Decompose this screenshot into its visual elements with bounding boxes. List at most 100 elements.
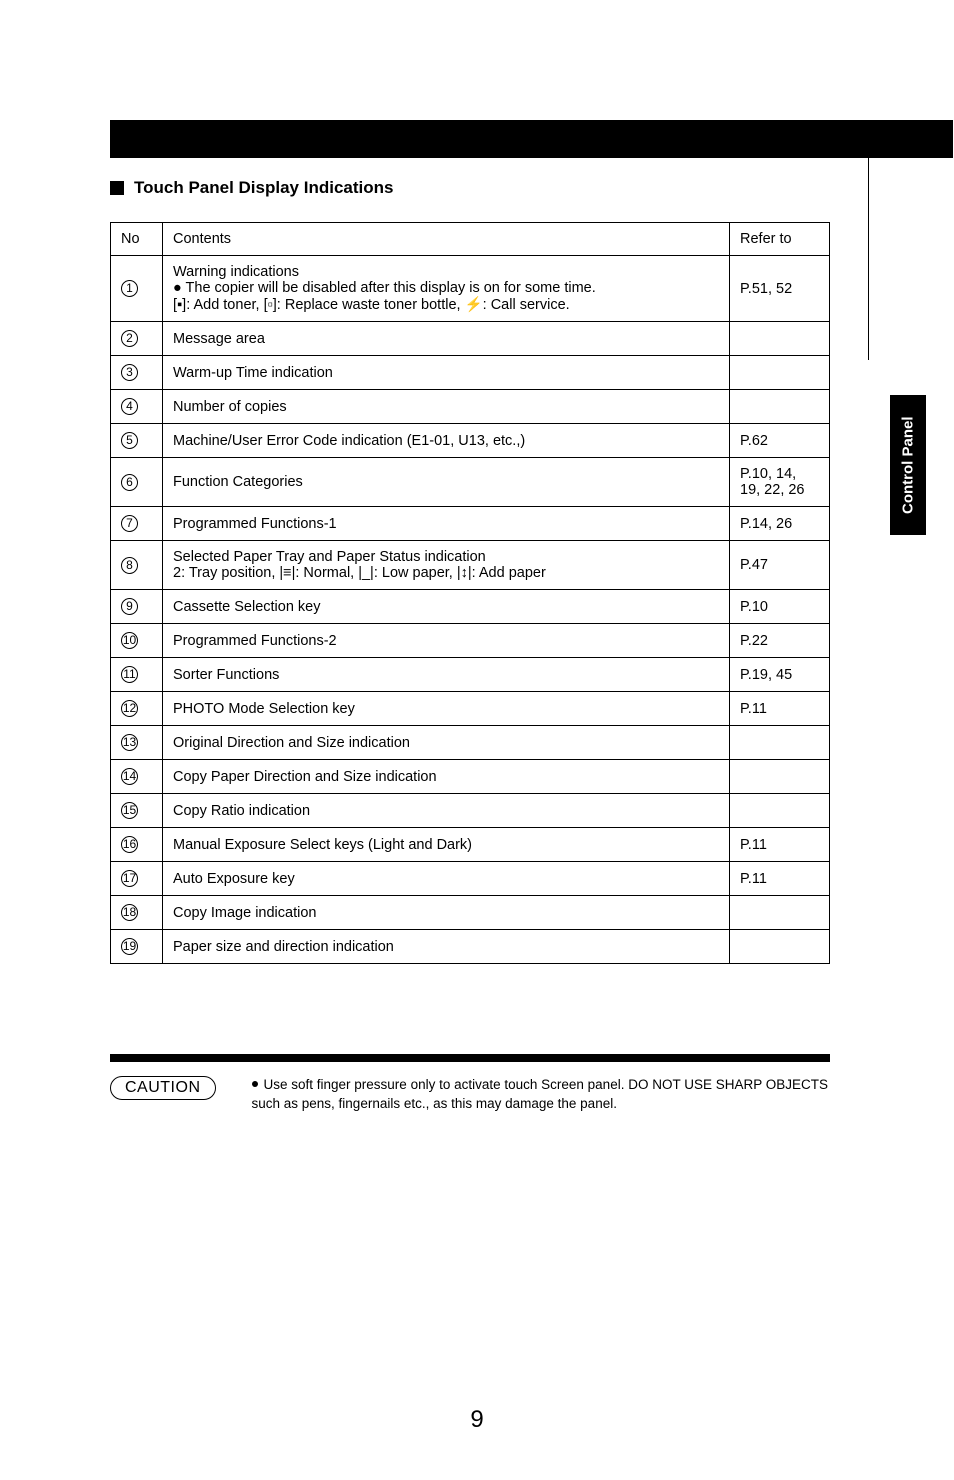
table-row: 14Copy Paper Direction and Size indicati…: [111, 760, 830, 794]
cell-contents: Warm-up Time indication: [163, 356, 730, 390]
table-row: 18 Copy Image indication: [111, 896, 830, 930]
cell-refer: [730, 390, 830, 424]
cell-no: 2: [111, 322, 163, 356]
page-content: Touch Panel Display Indications No Conte…: [0, 120, 954, 1114]
circled-number-icon: 12: [121, 700, 138, 717]
circled-number-icon: 3: [121, 364, 138, 381]
cell-contents: Warning indications ● The copier will be…: [163, 256, 730, 322]
cell-contents: Function Categories: [163, 458, 730, 507]
cell-no: 17: [111, 862, 163, 896]
circled-number-icon: 9: [121, 598, 138, 615]
header-refer: Refer to: [730, 223, 830, 256]
cell-contents: Copy Image indication: [163, 896, 730, 930]
table-row: 5Machine/User Error Code indication (E1-…: [111, 424, 830, 458]
cell-refer: P.47: [730, 541, 830, 590]
cell-contents: Sorter Functions: [163, 658, 730, 692]
circled-number-icon: 15: [121, 802, 138, 819]
table-row: 6 Function CategoriesP.10, 14, 19, 22, 26: [111, 458, 830, 507]
table-row: 4 Number of copies: [111, 390, 830, 424]
header-no: No: [111, 223, 163, 256]
heading-text: Touch Panel Display Indications: [134, 178, 393, 198]
cell-no: 14: [111, 760, 163, 794]
cell-contents: Auto Exposure key: [163, 862, 730, 896]
circled-number-icon: 19: [121, 938, 138, 955]
cell-no: 16: [111, 828, 163, 862]
cell-no: 8: [111, 541, 163, 590]
cell-refer: P.10, 14, 19, 22, 26: [730, 458, 830, 507]
table-row: 2 Message area: [111, 322, 830, 356]
cell-refer: [730, 356, 830, 390]
lower-divider-bar: [110, 1054, 830, 1062]
cell-refer: [730, 726, 830, 760]
table-row: 1 Warning indications ● The copier will b…: [111, 256, 830, 322]
table-header-row: No Contents Refer to: [111, 223, 830, 256]
table-row: 3 Warm-up Time indication: [111, 356, 830, 390]
cell-refer: [730, 760, 830, 794]
cell-no: 13: [111, 726, 163, 760]
circled-number-icon: 10: [121, 632, 138, 649]
cell-refer: P.62: [730, 424, 830, 458]
cell-contents: Message area: [163, 322, 730, 356]
cell-contents: Cassette Selection key: [163, 590, 730, 624]
circled-number-icon: 8: [121, 557, 138, 574]
caution-label: CAUTION: [110, 1076, 216, 1100]
table-row: 16 Manual Exposure Select keys (Light and…: [111, 828, 830, 862]
cell-refer: P.22: [730, 624, 830, 658]
table-row: 15Copy Ratio indication: [111, 794, 830, 828]
cell-contents: Original Direction and Size indication: [163, 726, 730, 760]
circled-number-icon: 13: [121, 734, 138, 751]
circled-number-icon: 16: [121, 836, 138, 853]
cell-contents: Selected Paper Tray and Paper Status ind…: [163, 541, 730, 590]
cell-refer: P.51, 52: [730, 256, 830, 322]
cell-no: 9: [111, 590, 163, 624]
table-row: 11 Sorter FunctionsP.19, 45: [111, 658, 830, 692]
heading-bullet-icon: [110, 181, 124, 195]
circled-number-icon: 1: [121, 280, 138, 297]
cell-contents: PHOTO Mode Selection key: [163, 692, 730, 726]
cell-refer: [730, 322, 830, 356]
circled-number-icon: 18: [121, 904, 138, 921]
cell-refer: [730, 794, 830, 828]
cell-no: 7: [111, 507, 163, 541]
circled-number-icon: 11: [121, 666, 138, 683]
table-row: 8 Selected Paper Tray and Paper Status in…: [111, 541, 830, 590]
circled-number-icon: 17: [121, 870, 138, 887]
circled-number-icon: 6: [121, 474, 138, 491]
cell-refer: P.10: [730, 590, 830, 624]
cell-no: 15: [111, 794, 163, 828]
cell-refer: P.11: [730, 828, 830, 862]
cell-refer: [730, 930, 830, 964]
caution-section: CAUTION Use soft finger pressure only to…: [110, 1076, 830, 1114]
cell-no: 12: [111, 692, 163, 726]
cell-no: 4: [111, 390, 163, 424]
header-contents: Contents: [163, 223, 730, 256]
cell-no: 6: [111, 458, 163, 507]
cell-contents: Programmed Functions-2: [163, 624, 730, 658]
table-row: 19 Paper size and direction indication: [111, 930, 830, 964]
cell-contents: Programmed Functions-1: [163, 507, 730, 541]
page-number: 9: [0, 1406, 954, 1434]
cell-contents: Paper size and direction indication: [163, 930, 730, 964]
bullet-icon: [252, 1081, 258, 1087]
cell-no: 5: [111, 424, 163, 458]
top-divider-bar: [110, 120, 953, 158]
cell-contents: Machine/User Error Code indication (E1-0…: [163, 424, 730, 458]
circled-number-icon: 14: [121, 768, 138, 785]
cell-contents: Number of copies: [163, 390, 730, 424]
cell-no: 3: [111, 356, 163, 390]
circled-number-icon: 4: [121, 398, 138, 415]
cell-no: 10: [111, 624, 163, 658]
table-row: 12PHOTO Mode Selection keyP.11: [111, 692, 830, 726]
indications-table: No Contents Refer to 1 Warning indication…: [110, 222, 830, 964]
table-row: 10 Programmed Functions-2P.22: [111, 624, 830, 658]
table-row: 13 Original Direction and Size indication: [111, 726, 830, 760]
cell-refer: P.19, 45: [730, 658, 830, 692]
table-row: 7Programmed Functions-1P.14, 26: [111, 507, 830, 541]
circled-number-icon: 2: [121, 330, 138, 347]
cell-refer: [730, 896, 830, 930]
caution-text: Use soft finger pressure only to activat…: [252, 1076, 831, 1114]
cell-contents: Manual Exposure Select keys (Light and D…: [163, 828, 730, 862]
table-row: 17Auto Exposure keyP.11: [111, 862, 830, 896]
caution-body: Use soft finger pressure only to activat…: [252, 1077, 829, 1111]
section-heading: Touch Panel Display Indications: [110, 178, 884, 198]
